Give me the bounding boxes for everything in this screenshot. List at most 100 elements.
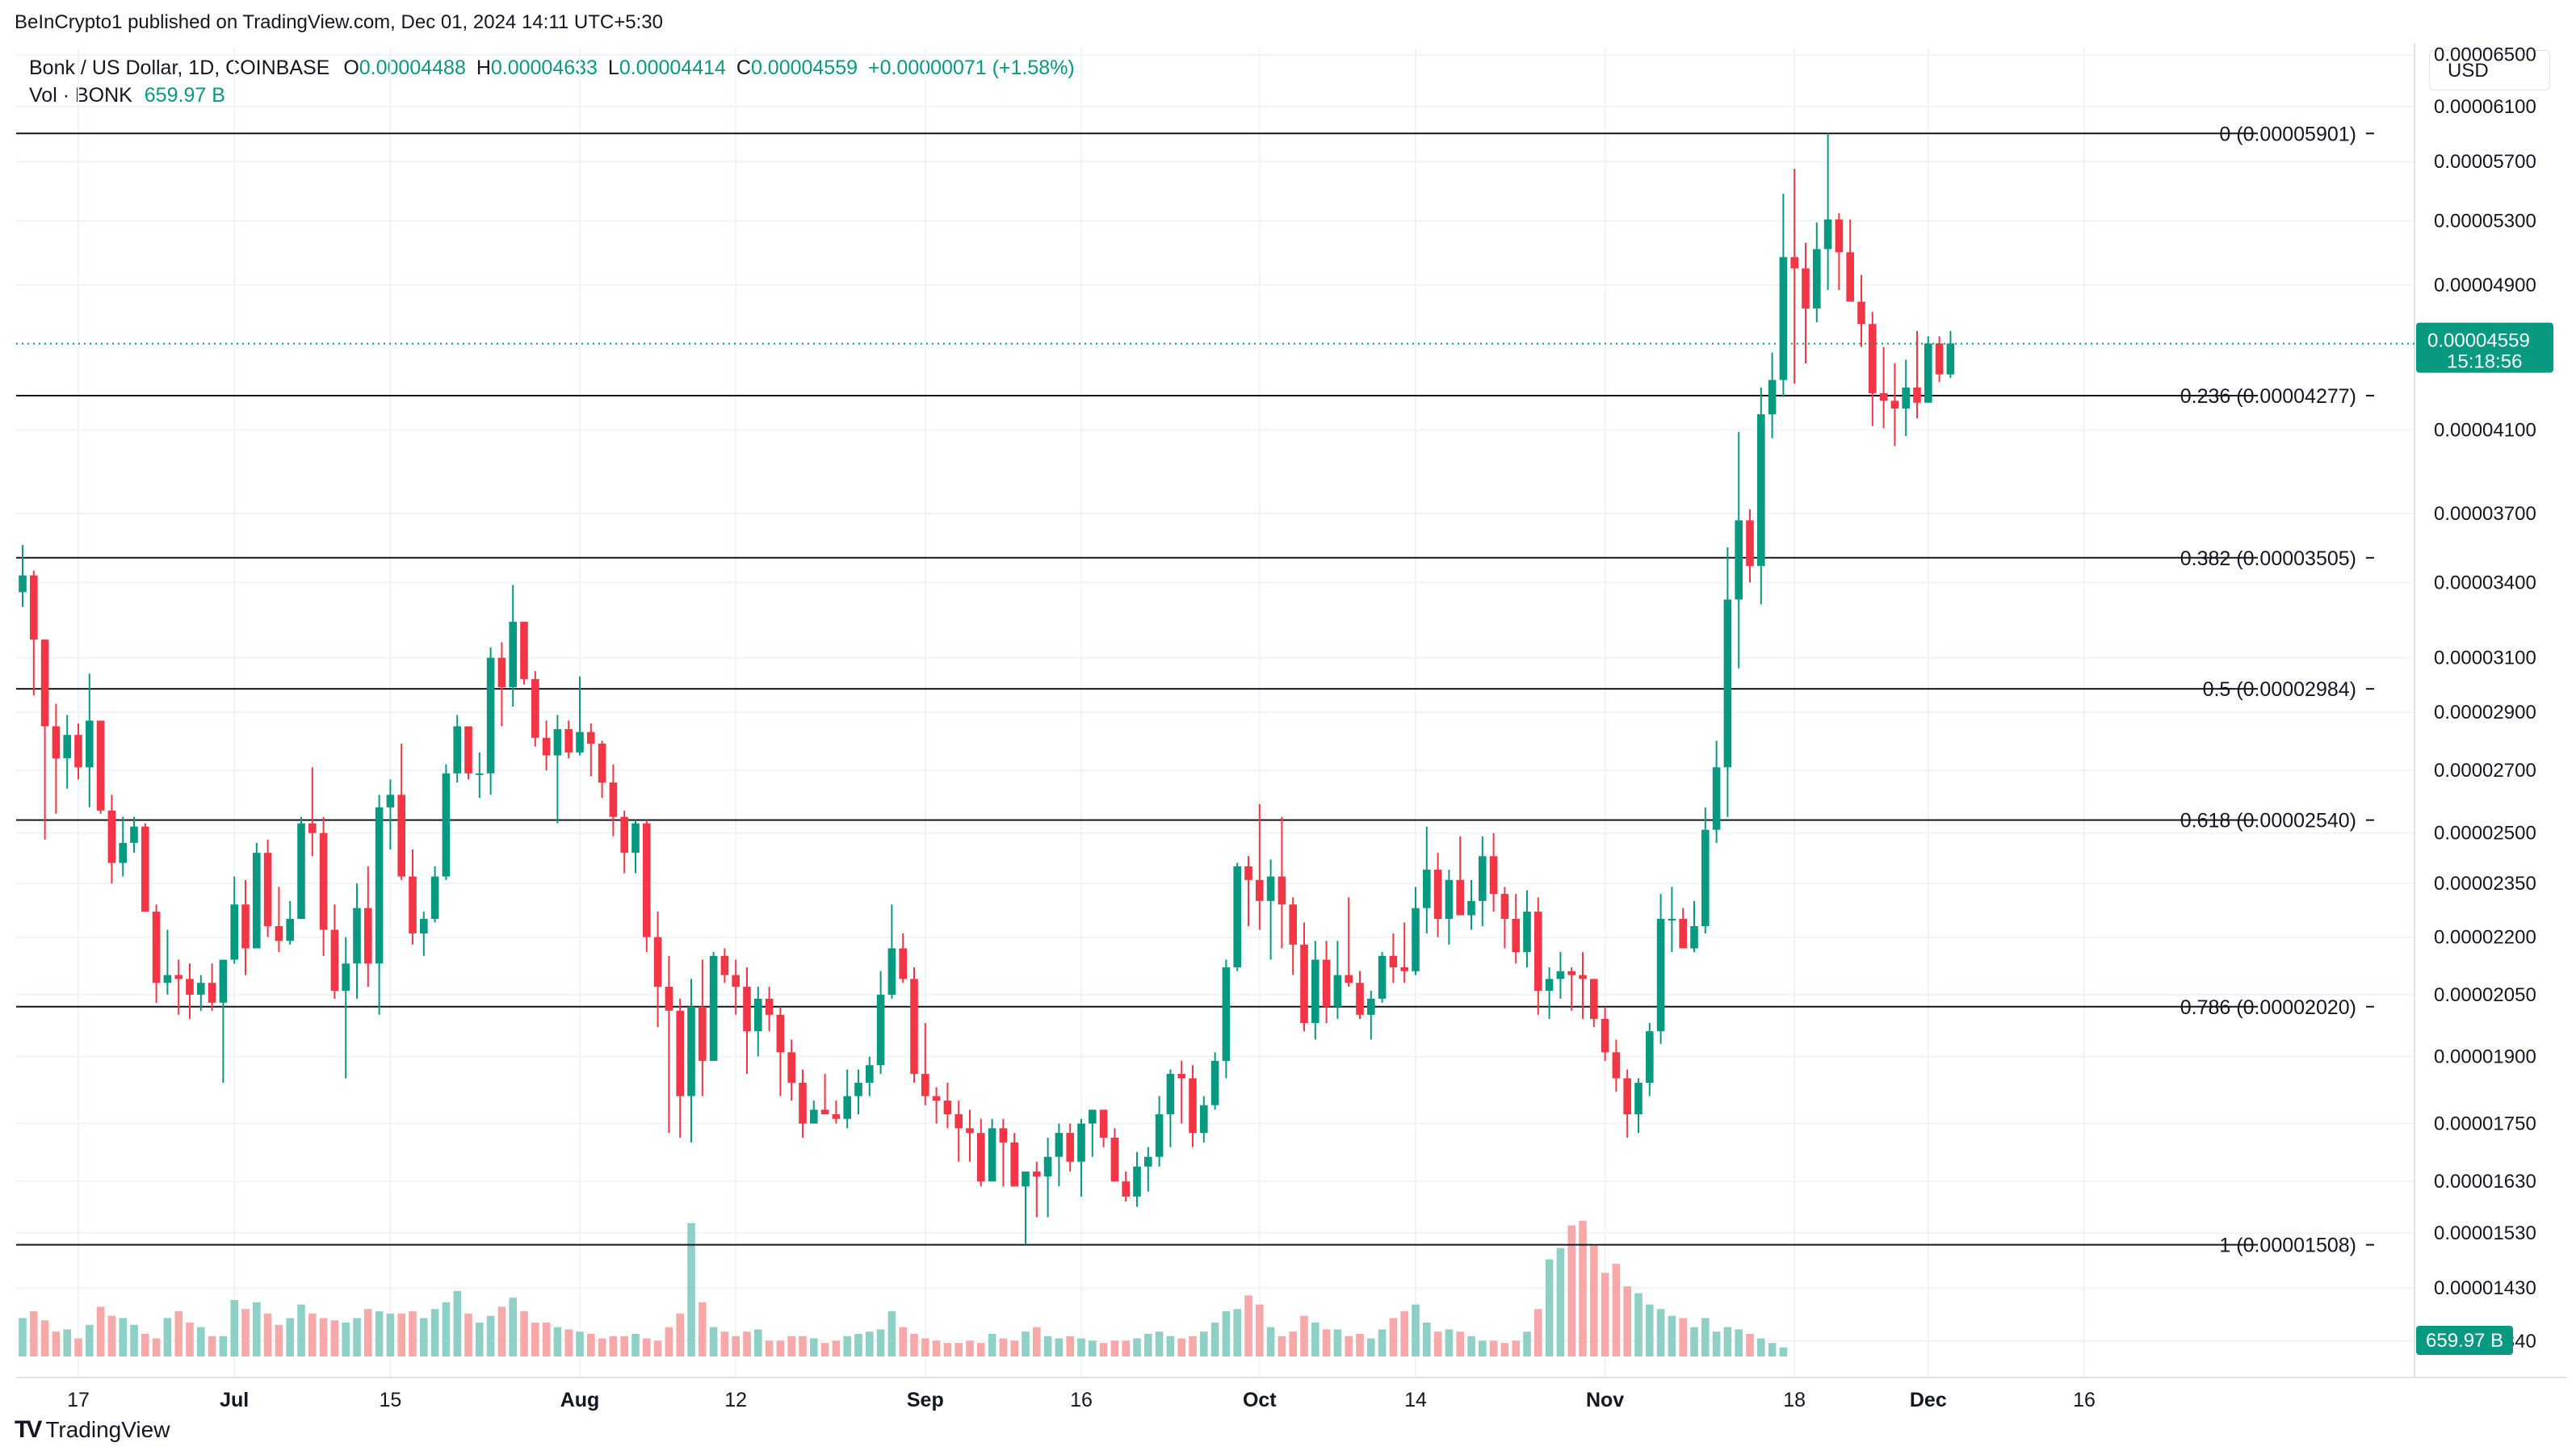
last-price-badge <box>2416 322 2553 373</box>
candle-body <box>1690 925 1698 949</box>
volume-bar <box>364 1309 372 1356</box>
y-tick-label: 0.00001530 <box>2434 1222 2536 1244</box>
volume-bar <box>676 1313 684 1356</box>
candle-body <box>1099 1109 1108 1138</box>
candle-body <box>476 773 484 775</box>
volume-bar <box>1679 1318 1687 1356</box>
candle-body <box>107 810 116 863</box>
last-price-label: 0.00004559 <box>2427 330 2530 352</box>
candle-body <box>1701 829 1710 926</box>
symbol-name[interactable]: Bonk / US Dollar, 1D, COINBASE <box>29 57 330 79</box>
volume-bar <box>30 1311 38 1356</box>
volume-bar <box>854 1334 862 1356</box>
candle-body <box>1935 343 1944 375</box>
volume-bar <box>297 1304 305 1356</box>
volume-bar <box>375 1311 384 1356</box>
candle-body <box>253 853 261 949</box>
volume-bars <box>19 1221 1788 1356</box>
volume-bar <box>1210 1323 1219 1356</box>
volume-bar <box>776 1340 785 1356</box>
candle-body <box>876 994 885 1066</box>
volume-bar <box>1089 1340 1097 1356</box>
volume-bar <box>899 1327 907 1356</box>
candle-body <box>375 807 384 964</box>
candle-body <box>1512 918 1520 953</box>
candle-body <box>832 1114 841 1119</box>
candle-body <box>943 1101 952 1115</box>
x-tick-label: 18 <box>1783 1389 1806 1411</box>
volume-bar <box>1556 1247 1565 1356</box>
volume-bar <box>219 1335 228 1356</box>
x-tick-label: 14 <box>1404 1389 1427 1411</box>
candle-body <box>609 782 618 817</box>
candle-body <box>1445 879 1454 919</box>
candle-body <box>1879 392 1888 401</box>
fib-level-label: 0.236 (0.00004277) <box>2180 385 2356 408</box>
volume-bar <box>1623 1286 1631 1356</box>
volume-label[interactable]: Vol · BONK <box>29 84 132 107</box>
volume-badge <box>2416 1326 2513 1355</box>
low-label: L <box>607 57 619 79</box>
volume-bar <box>86 1324 94 1356</box>
tradingview-logo[interactable]: TV TradingView <box>15 1416 170 1444</box>
currency-button[interactable]: USD <box>2429 50 2550 90</box>
y-tick-label: 0.00005700 <box>2434 151 2536 173</box>
volume-bar <box>1512 1340 1520 1356</box>
candles[interactable] <box>19 133 1955 1244</box>
candle-body <box>1300 944 1308 1023</box>
volume-bar <box>130 1324 138 1356</box>
volume-bar <box>1779 1347 1788 1356</box>
volume-bar <box>1244 1295 1252 1356</box>
volume-bar <box>197 1327 205 1356</box>
candle-body <box>197 983 205 995</box>
candle-body <box>1266 876 1275 901</box>
candle-body <box>1345 975 1353 983</box>
volume-bar <box>1110 1340 1119 1356</box>
volume-bar <box>174 1311 183 1356</box>
candle-body <box>1022 1171 1030 1187</box>
candle-body <box>1456 879 1464 916</box>
volume-bar <box>409 1311 417 1356</box>
volume-bar <box>921 1338 929 1356</box>
volume-bar <box>342 1323 350 1356</box>
volume-bar <box>1200 1331 1208 1356</box>
symbol-info-line: Bonk / US Dollar, 1D, COINBASE O0.000044… <box>29 57 1075 80</box>
volume-bar <box>765 1340 774 1356</box>
price-change: +0.00000071 (+1.58%) <box>867 57 1075 79</box>
y-tick-label: 0.00002350 <box>2434 873 2536 895</box>
candle-body <box>163 975 172 983</box>
volume-bar <box>1534 1309 1542 1356</box>
volume-bar <box>107 1315 116 1356</box>
volume-bar <box>966 1340 974 1356</box>
candle-body <box>397 795 405 877</box>
y-tick-label: 0.00001630 <box>2434 1171 2536 1193</box>
candle-body <box>1367 998 1375 1015</box>
candle-body <box>1846 252 1854 302</box>
candle-body <box>1779 257 1788 380</box>
candle-body <box>275 925 283 941</box>
volume-bar <box>1378 1329 1387 1356</box>
volume-bar <box>1668 1315 1676 1356</box>
volume-bar <box>910 1334 918 1356</box>
volume-bar <box>52 1331 61 1356</box>
candle-body <box>486 657 495 774</box>
candle-body <box>1489 856 1498 895</box>
volume-bar <box>832 1340 841 1356</box>
y-tick-label: 0.00006100 <box>2434 96 2536 118</box>
candle-body <box>1601 1018 1609 1053</box>
candle-body <box>1634 1082 1643 1115</box>
candle-body <box>531 679 539 738</box>
y-tick-label: 0.00001430 <box>2434 1277 2536 1299</box>
candle-body <box>653 937 662 987</box>
candle-body <box>353 908 361 964</box>
candle-body <box>1534 912 1542 991</box>
candle-body <box>1567 971 1575 975</box>
volume-bar <box>799 1335 807 1356</box>
volume-bar <box>932 1340 941 1356</box>
y-tick-label: 0.00006500 <box>2434 44 2536 66</box>
volume-bar <box>263 1313 272 1356</box>
candle-body <box>743 987 751 1032</box>
candle-body <box>910 979 918 1075</box>
y-tick-label: 0.00004900 <box>2434 275 2536 296</box>
